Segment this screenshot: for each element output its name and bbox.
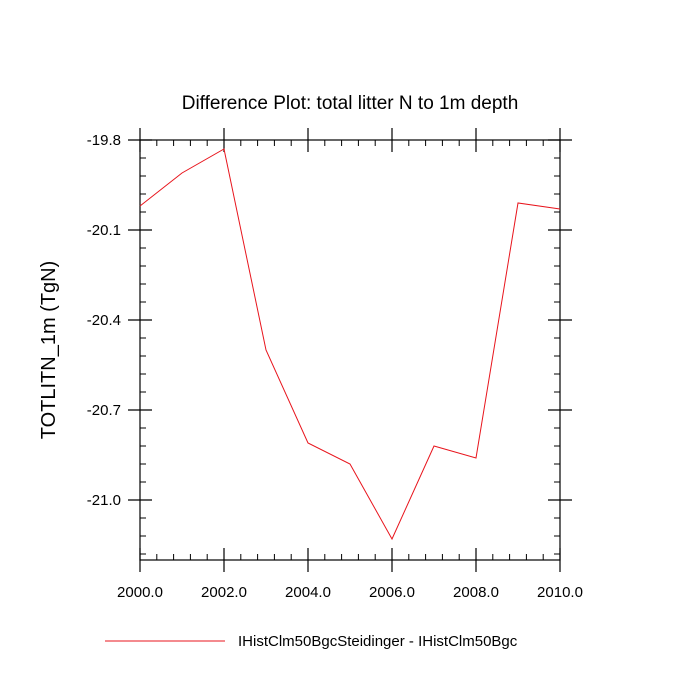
y-axis-label: TOTLITN_1m (TgN) (38, 261, 60, 440)
x-tick-label: 2008.0 (453, 584, 499, 601)
legend-label: IHistClm50BgcSteidinger - IHistClm50Bgc (238, 633, 518, 650)
chart-title: Difference Plot: total litter N to 1m de… (182, 93, 519, 114)
y-tick-label: -21.0 (87, 492, 121, 509)
y-axis: -19.8 -20.1 -20.4 -20.7 -21.0 (87, 132, 572, 555)
legend: IHistClm50BgcSteidinger - IHistClm50Bgc (105, 633, 518, 650)
plot-frame (139, 139, 561, 561)
y-tick-label: -19.8 (87, 132, 121, 149)
x-tick-label: 2000.0 (117, 584, 163, 601)
series-line (139, 148, 561, 541)
y-tick-label: -20.1 (87, 222, 121, 239)
x-axis: 2000.0 2002.0 2004.0 2006.0 2008.0 2010.0 (117, 128, 583, 601)
x-tick-label: 2004.0 (285, 584, 331, 601)
x-tick-label: 2006.0 (369, 584, 415, 601)
x-tick-label: 2010.0 (537, 584, 583, 601)
y-tick-label: -20.7 (87, 402, 121, 419)
x-tick-label: 2002.0 (201, 584, 247, 601)
plot-area (139, 139, 561, 561)
y-tick-label: -20.4 (87, 312, 121, 329)
series-group (139, 148, 561, 541)
